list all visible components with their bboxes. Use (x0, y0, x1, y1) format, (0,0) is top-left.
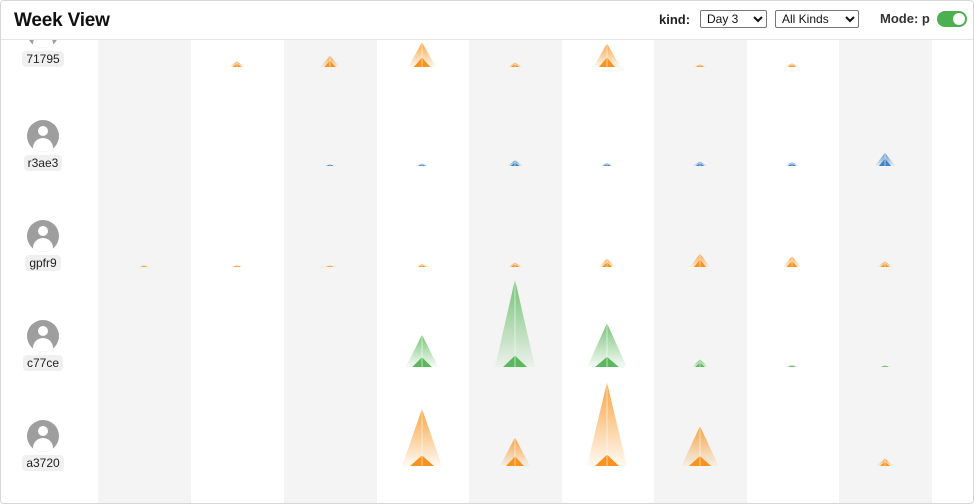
toggle-knob (953, 13, 965, 25)
mode-label: Mode: p (880, 11, 930, 26)
user-row-header: r3ae3 (21, 120, 65, 172)
user-row-header: a3720 (21, 420, 65, 472)
kinds-select[interactable]: All Kinds (775, 10, 859, 28)
user-row-header: c77ce (21, 320, 65, 372)
header-bar: Week View kind: Day 3 All Kinds Mode: p (1, 1, 973, 40)
user-avatar-icon[interactable] (27, 120, 59, 152)
user-avatar-icon[interactable] (27, 320, 59, 352)
user-id[interactable]: r3ae3 (23, 155, 63, 171)
page-title: Week View (14, 10, 110, 31)
user-id[interactable]: 71795 (22, 51, 64, 67)
user-id[interactable]: a3720 (22, 455, 64, 471)
day-column (839, 40, 932, 503)
user-id[interactable]: gpfr9 (25, 255, 61, 271)
mode-toggle[interactable] (937, 11, 967, 27)
kind-label: kind: (659, 12, 691, 27)
day-column (469, 40, 562, 503)
day-column (654, 40, 747, 503)
user-avatar-icon[interactable] (27, 420, 59, 452)
user-avatar-icon[interactable] (27, 220, 59, 252)
day-select[interactable]: Day 3 (700, 10, 767, 28)
peak-glyph-chart (137, 42, 896, 466)
week-grid: 71795 r3ae3 gpfr9 c77ce a3720 (1, 16, 973, 503)
user-id[interactable]: c77ce (22, 355, 64, 371)
day-column (284, 40, 377, 503)
user-row-header: gpfr9 (21, 220, 65, 272)
day-column (98, 40, 191, 503)
